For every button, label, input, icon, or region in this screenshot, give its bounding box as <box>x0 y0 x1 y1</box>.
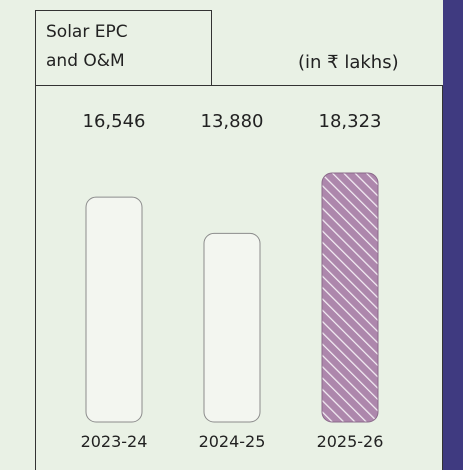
chart-box <box>35 85 443 470</box>
title-box: Solar EPC and O&M <box>35 10 212 85</box>
value-label: 16,546 <box>83 111 146 132</box>
x-tick-label: 2023-24 <box>81 432 148 451</box>
bar <box>85 196 143 423</box>
value-label: 13,880 <box>201 111 264 132</box>
x-tick-label: 2025-26 <box>317 432 384 451</box>
x-tick-label: 2024-25 <box>199 432 266 451</box>
chart-title: Solar EPC and O&M <box>46 22 128 71</box>
bar <box>203 232 261 423</box>
value-label: 18,323 <box>319 111 382 132</box>
chart-subtitle: (in ₹ lakhs) <box>298 52 399 73</box>
bar <box>321 172 379 423</box>
side-strip <box>443 0 463 470</box>
